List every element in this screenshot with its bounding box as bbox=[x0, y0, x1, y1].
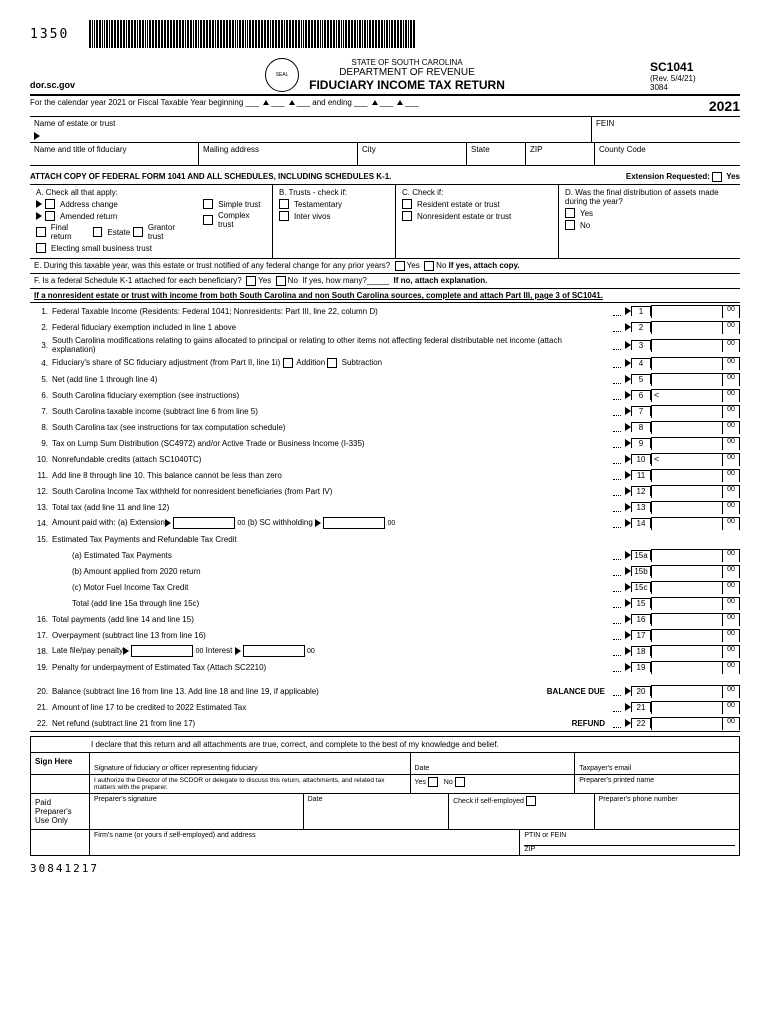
tax-year: 2021 bbox=[709, 98, 740, 114]
attach-row: ATTACH COPY OF FEDERAL FORM 1041 AND ALL… bbox=[30, 170, 740, 185]
state-seal-icon: SEAL bbox=[265, 58, 299, 92]
ext-checkbox[interactable] bbox=[712, 172, 722, 182]
form-number: SC1041 bbox=[650, 60, 740, 74]
form-rev: (Rev. 5/4/21) bbox=[650, 74, 740, 83]
abcd-section: A. Check all that apply: Address change … bbox=[30, 185, 740, 259]
signature-section: I declare that this return and all attac… bbox=[30, 736, 740, 856]
barcode bbox=[89, 20, 415, 48]
year-row: For the calendar year 2021 or Fiscal Tax… bbox=[30, 96, 740, 117]
form-subcode: 3084 bbox=[650, 83, 740, 92]
form-title: FIDUCIARY INCOME TAX RETURN bbox=[309, 78, 505, 92]
dept-label: DEPARTMENT OF REVENUE bbox=[309, 67, 505, 78]
state-label: STATE OF SOUTH CAROLINA bbox=[309, 58, 505, 67]
sec-e: E. During this taxable year, was this es… bbox=[30, 259, 740, 274]
form-code: 1350 bbox=[30, 27, 69, 42]
declaration: I declare that this return and all attac… bbox=[31, 737, 739, 753]
fiduciary-row: Name and title of fiduciary Mailing addr… bbox=[30, 143, 740, 166]
lines-section: 1.Federal Taxable Income (Residents: Fed… bbox=[30, 303, 740, 732]
year-prefix: For the calendar year 2021 or Fiscal Tax… bbox=[30, 98, 243, 107]
bottom-code: 30841217 bbox=[30, 862, 740, 875]
header: dor.sc.gov SEAL STATE OF SOUTH CAROLINA … bbox=[30, 58, 740, 96]
top-row: 1350 bbox=[30, 20, 740, 48]
header-url: dor.sc.gov bbox=[30, 80, 120, 92]
sec-f: F. Is a federal Schedule K-1 attached fo… bbox=[30, 274, 740, 289]
nonres-note: If a nonresident estate or trust with in… bbox=[30, 289, 740, 303]
name-trust-row: Name of estate or trust FEIN bbox=[30, 117, 740, 143]
